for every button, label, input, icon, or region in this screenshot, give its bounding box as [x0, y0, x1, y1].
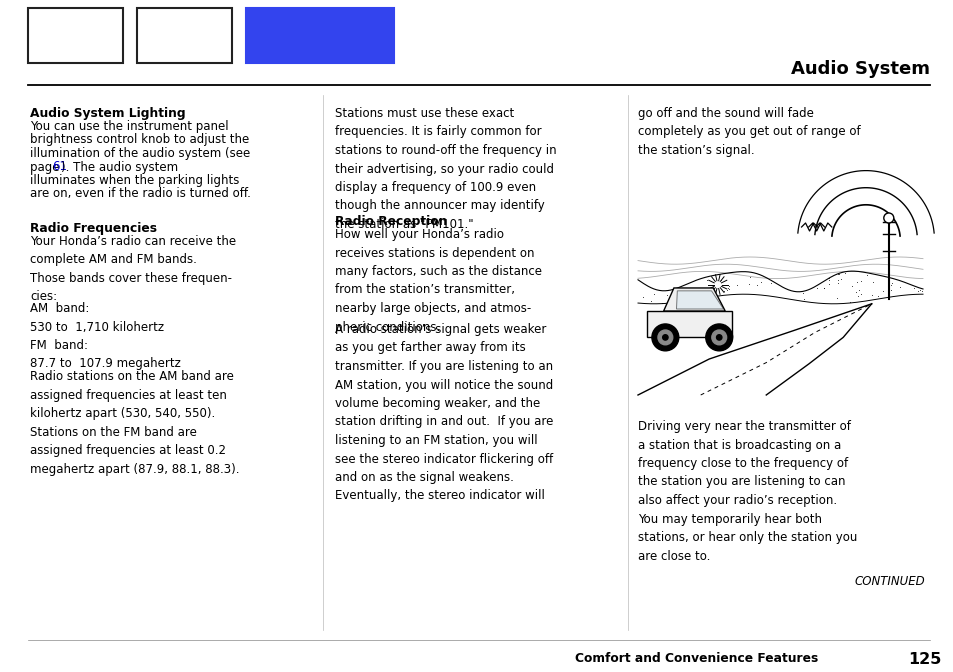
Point	[668, 290, 683, 300]
Point	[833, 274, 848, 284]
Point	[829, 274, 844, 285]
Polygon shape	[663, 288, 724, 311]
Bar	[246, 8, 394, 63]
Text: brightness control knob to adjust the: brightness control knob to adjust the	[30, 134, 249, 146]
Text: Stations must use these exact
frequencies. It is fairly common for
stations to r: Stations must use these exact frequencie…	[335, 107, 556, 231]
Point	[843, 281, 859, 292]
Text: go off and the sound will fade
completely as you get out of range of
the station: go off and the sound will fade completel…	[638, 107, 860, 157]
Text: CONTINUED: CONTINUED	[854, 575, 924, 588]
Point	[909, 286, 924, 296]
Point	[821, 273, 836, 284]
Point	[913, 285, 928, 296]
Point	[642, 296, 658, 306]
Circle shape	[711, 330, 726, 345]
Text: are on, even if the radio is turned off.: are on, even if the radio is turned off.	[30, 187, 251, 200]
Point	[828, 292, 843, 303]
Text: illuminates when the parking lights: illuminates when the parking lights	[30, 174, 239, 187]
Text: Audio System Lighting: Audio System Lighting	[30, 107, 186, 120]
Text: page: page	[30, 161, 63, 173]
Point	[720, 285, 735, 296]
Point	[720, 283, 736, 294]
Point	[821, 275, 836, 286]
Point	[645, 288, 660, 299]
Point	[848, 277, 863, 288]
Text: A radio station’s signal gets weaker
as you get farther away from its
transmitte: A radio station’s signal gets weaker as …	[335, 323, 553, 503]
Point	[864, 290, 880, 300]
Point	[716, 286, 731, 296]
Point	[865, 277, 881, 288]
Point	[830, 278, 845, 289]
Point	[882, 280, 898, 290]
Text: How well your Honda’s radio
receives stations is dependent on
many factors, such: How well your Honda’s radio receives sta…	[335, 228, 541, 333]
Circle shape	[716, 335, 721, 340]
Point	[677, 292, 692, 303]
Point	[795, 294, 810, 304]
Point	[859, 269, 874, 280]
Point	[837, 267, 852, 278]
Circle shape	[705, 324, 732, 351]
Point	[851, 285, 866, 296]
Text: You can use the instrument panel: You can use the instrument panel	[30, 120, 229, 133]
Text: Radio Frequencies: Radio Frequencies	[30, 222, 157, 235]
Text: Comfort and Convenience Features: Comfort and Convenience Features	[575, 652, 818, 665]
Point	[870, 290, 885, 301]
Text: illumination of the audio system (see: illumination of the audio system (see	[30, 147, 250, 160]
Text: ). The audio system: ). The audio system	[61, 161, 178, 173]
Point	[883, 278, 899, 288]
Point	[654, 298, 669, 308]
Point	[830, 269, 845, 280]
Point	[728, 280, 743, 291]
Point	[762, 278, 778, 288]
Point	[841, 296, 857, 307]
Point	[699, 275, 714, 286]
Text: Radio stations on the AM band are
assigned frequencies at least ten
kilohertz ap: Radio stations on the AM band are assign…	[30, 370, 239, 476]
Point	[905, 282, 921, 293]
Text: Audio System: Audio System	[790, 60, 929, 78]
Text: 61: 61	[52, 161, 67, 173]
Point	[891, 282, 906, 292]
Point	[808, 282, 823, 293]
Text: Radio Reception: Radio Reception	[335, 215, 447, 228]
Point	[753, 277, 768, 288]
Point	[794, 288, 809, 299]
Point	[882, 285, 898, 296]
Point	[874, 286, 889, 297]
Text: Your Honda’s radio can receive the
complete AM and FM bands.
Those bands cover t: Your Honda’s radio can receive the compl…	[30, 235, 236, 304]
Bar	[137, 8, 232, 63]
Point	[853, 276, 868, 287]
Circle shape	[662, 335, 667, 340]
Text: Driving very near the transmitter of
a station that is broadcasting on a
frequen: Driving very near the transmitter of a s…	[638, 420, 857, 562]
Point	[748, 280, 763, 290]
Text: AM  band:
530 to  1,710 kilohertz
FM  band:
87.7 to  107.9 megahertz: AM band: 530 to 1,710 kilohertz FM band:…	[30, 302, 181, 370]
Circle shape	[658, 330, 672, 345]
Point	[816, 283, 831, 294]
Point	[849, 290, 864, 301]
Point	[659, 290, 675, 300]
Point	[683, 286, 699, 296]
Circle shape	[882, 213, 893, 223]
Point	[720, 280, 736, 291]
Bar	[28, 8, 123, 63]
Point	[847, 286, 862, 297]
Circle shape	[651, 324, 679, 351]
Point	[740, 278, 756, 289]
Bar	[646, 311, 731, 337]
Point	[720, 284, 736, 294]
Point	[670, 284, 685, 295]
Point	[713, 275, 728, 286]
Point	[821, 279, 836, 290]
Point	[853, 289, 868, 300]
Point	[635, 292, 650, 302]
Point	[829, 269, 844, 280]
Point	[816, 282, 831, 293]
Point	[912, 285, 927, 296]
Text: 125: 125	[907, 652, 941, 667]
Point	[741, 271, 757, 282]
Polygon shape	[676, 291, 722, 309]
